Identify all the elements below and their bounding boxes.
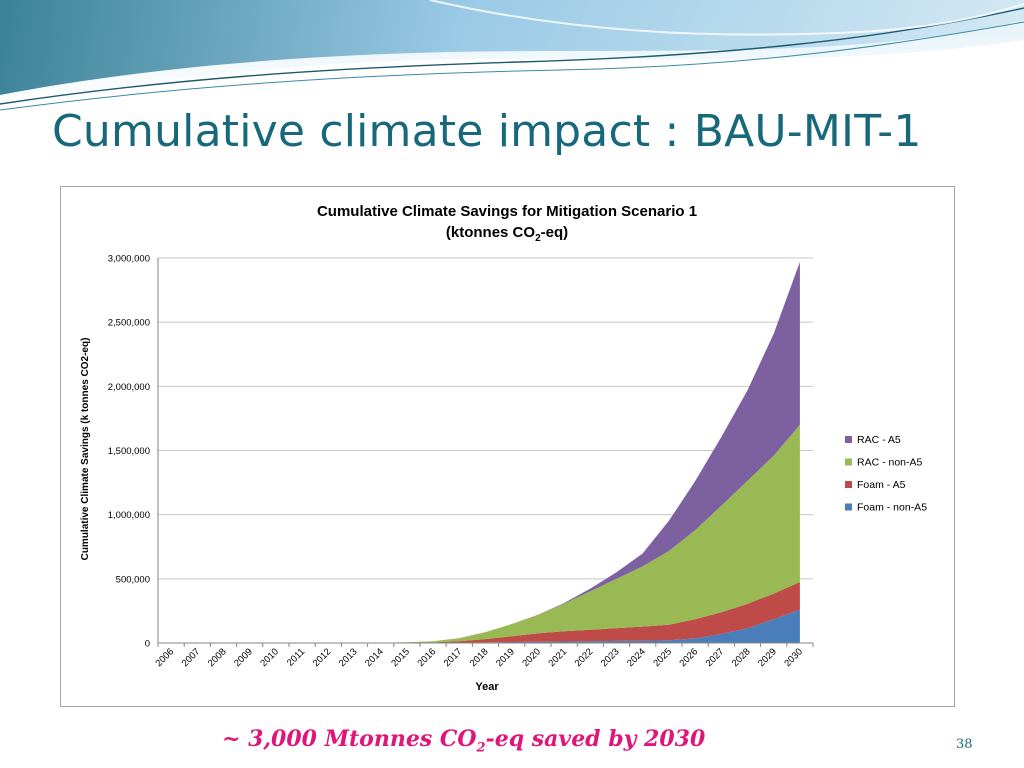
x-tick-label: 2026 <box>677 646 700 669</box>
area-series <box>171 261 800 643</box>
x-tick-label: 2010 <box>258 646 281 669</box>
area-rac-non-a5 <box>171 424 800 643</box>
legend-label-rac-a5: RAC - A5 <box>857 434 901 446</box>
legend-label-rac-non-a5: RAC - non-A5 <box>857 457 923 469</box>
x-tick-label: 2008 <box>206 646 229 669</box>
x-tick-label: 2018 <box>468 646 491 669</box>
y-tick-label: 1,000,000 <box>108 510 150 521</box>
x-tick-label: 2027 <box>704 646 727 669</box>
y-tick-labels: 0 500,000 1,000,000 1,500,000 2,000,000 2,500… <box>108 254 150 650</box>
area-foam-non-a5 <box>171 609 800 643</box>
x-tick-label: 2014 <box>363 646 386 669</box>
x-tick-label: 2029 <box>756 646 779 669</box>
legend-label-foam-a5: Foam - A5 <box>857 479 906 491</box>
x-tick-labels: 2006 2007 2008 2009 2010 2011 2012 2013 2014 2015… <box>153 646 805 669</box>
x-tick-label: 2011 <box>285 646 307 668</box>
x-tick-label: 2013 <box>337 646 360 669</box>
x-tick-label: 2025 <box>651 646 674 669</box>
y-tick-label: 500,000 <box>116 574 150 585</box>
header-wave-decoration <box>0 0 1024 111</box>
x-tick-label: 2030 <box>782 646 805 669</box>
x-tick-label: 2015 <box>389 646 412 669</box>
x-tick-label: 2016 <box>415 646 438 669</box>
y-tick-label: 2,000,000 <box>108 382 150 393</box>
chart-frame: Cumulative Climate Savings for Mitigatio… <box>60 186 955 707</box>
x-tick-label: 2021 <box>546 646 569 669</box>
footer-caption: ~ 3,000 Mtonnes CO2-eq saved by 2030 <box>222 726 706 756</box>
y-tick-label: 0 <box>145 639 150 650</box>
x-tick-label: 2024 <box>625 646 648 669</box>
legend-swatch-foam-a5 <box>845 481 852 488</box>
stacked-area-chart: Cumulative Climate Savings for Mitigatio… <box>80 203 927 693</box>
legend-swatch-rac-a5 <box>845 436 852 443</box>
x-tick-label: 2022 <box>573 646 596 669</box>
x-tick-label: 2028 <box>730 646 753 669</box>
y-tick-label: 3,000,000 <box>108 254 150 265</box>
x-tick-label: 2020 <box>520 646 543 669</box>
x-axis-label: Year <box>475 681 499 693</box>
chart-title-line1: Cumulative Climate Savings for Mitigatio… <box>317 203 697 220</box>
slide-title: Cumulative climate impact : BAU-MIT-1 <box>52 106 922 157</box>
axes <box>157 258 814 647</box>
x-tick-label: 2019 <box>494 646 517 669</box>
x-tick-label: 2007 <box>180 646 203 669</box>
area-foam-a5 <box>171 582 800 643</box>
x-tick-label: 2017 <box>442 646 465 669</box>
y-axis-label: Cumulative Climate Savings (k tonnes CO2… <box>80 338 91 561</box>
x-tick-label: 2006 <box>153 646 176 669</box>
x-tick-label: 2023 <box>599 646 622 669</box>
y-tick-label: 1,500,000 <box>108 446 150 457</box>
x-tick-label: 2012 <box>311 646 334 669</box>
page-number: 38 <box>956 737 973 752</box>
chart-title-line2: (ktonnes CO2-eq) <box>446 224 568 244</box>
legend-label-foam-non-a5: Foam - non-A5 <box>857 502 927 514</box>
legend-swatch-foam-non-a5 <box>845 503 852 511</box>
legend: RAC - A5 RAC - non-A5 Foam - A5 Foam - non-… <box>845 434 927 514</box>
x-tick-label: 2009 <box>232 646 255 669</box>
legend-swatch-rac-non-a5 <box>845 458 852 466</box>
y-tick-label: 2,500,000 <box>108 318 150 329</box>
